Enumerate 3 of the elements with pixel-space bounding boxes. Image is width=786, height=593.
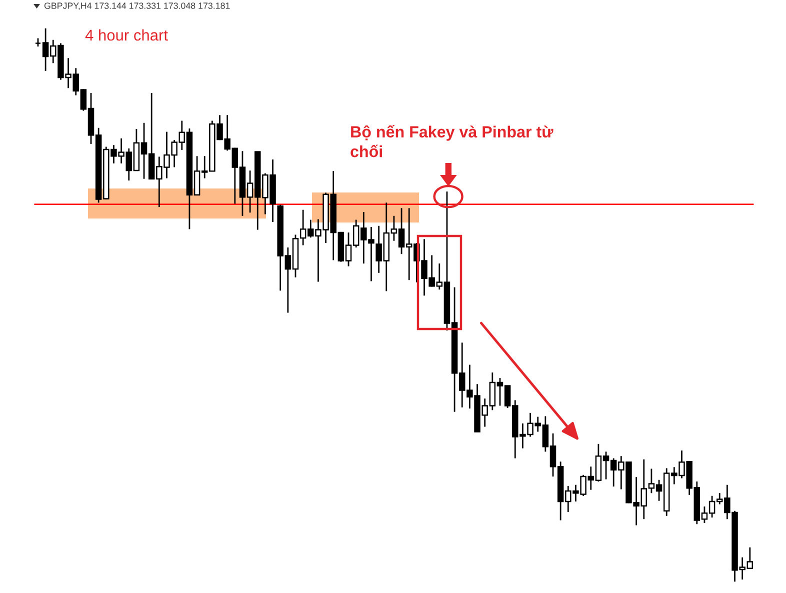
annotation: Bộ nến Fakey và Pinbar từ chối <box>350 125 554 158</box>
text: GBPJPY,H4 173.144 173.331 173.048 173.181 <box>44 2 230 10</box>
annotation: 4 hour chart <box>85 29 168 41</box>
